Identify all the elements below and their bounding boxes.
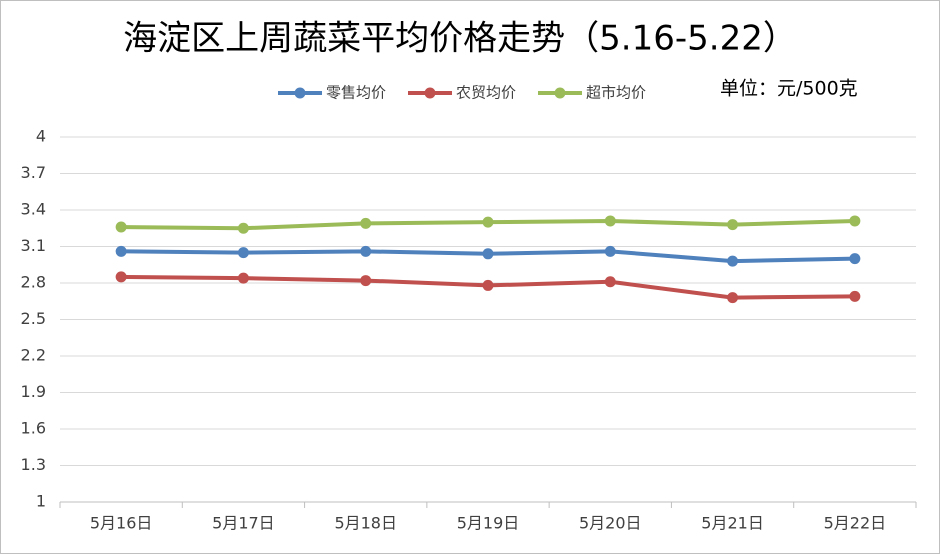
- y-tick-label: 3.4: [21, 200, 46, 219]
- data-point: [849, 215, 861, 227]
- y-tick-label: 1.9: [21, 382, 46, 401]
- data-point: [727, 219, 739, 231]
- data-point: [115, 271, 127, 283]
- data-point: [237, 222, 249, 234]
- x-tick-label: 5月16日: [90, 514, 153, 533]
- y-tick-label: 3.7: [21, 163, 46, 182]
- data-point: [115, 221, 127, 233]
- legend-marker: [554, 87, 566, 99]
- data-point: [849, 290, 861, 302]
- y-tick-label: 1: [36, 492, 46, 511]
- x-tick-label: 5月22日: [824, 514, 887, 533]
- data-point: [237, 272, 249, 284]
- y-tick-label: 1.6: [21, 419, 46, 438]
- data-point: [360, 217, 372, 229]
- data-point: [849, 253, 861, 265]
- data-point: [482, 248, 494, 260]
- y-tick-label: 1.3: [21, 455, 46, 474]
- y-tick-label: 2.5: [21, 309, 46, 328]
- x-tick-label: 5月21日: [701, 514, 764, 533]
- y-tick-label: 4: [36, 127, 46, 146]
- x-tick-label: 5月18日: [334, 514, 397, 533]
- legend-marker: [424, 87, 436, 99]
- legend-label: 零售均价: [326, 84, 386, 102]
- legend-marker: [294, 87, 306, 99]
- data-point: [604, 215, 616, 227]
- y-tick-label: 3.1: [21, 236, 46, 255]
- data-point: [360, 275, 372, 287]
- data-point: [482, 216, 494, 228]
- legend-label: 农贸均价: [456, 84, 516, 102]
- data-point: [727, 255, 739, 267]
- data-point: [482, 279, 494, 291]
- unit-note: 单位：元/500克: [720, 78, 858, 100]
- data-point: [360, 245, 372, 257]
- x-tick-label: 5月17日: [212, 514, 275, 533]
- y-tick-label: 2.2: [21, 346, 46, 365]
- data-point: [604, 276, 616, 288]
- chart-title: 海淀区上周蔬菜平均价格走势（5.16-5.22）: [123, 19, 797, 59]
- x-tick-label: 5月20日: [579, 514, 642, 533]
- data-point: [604, 245, 616, 257]
- data-point: [727, 292, 739, 304]
- y-tick-label: 2.8: [21, 273, 46, 292]
- legend-label: 超市均价: [586, 84, 646, 102]
- x-tick-label: 5月19日: [457, 514, 520, 533]
- data-point: [115, 245, 127, 257]
- data-point: [237, 247, 249, 259]
